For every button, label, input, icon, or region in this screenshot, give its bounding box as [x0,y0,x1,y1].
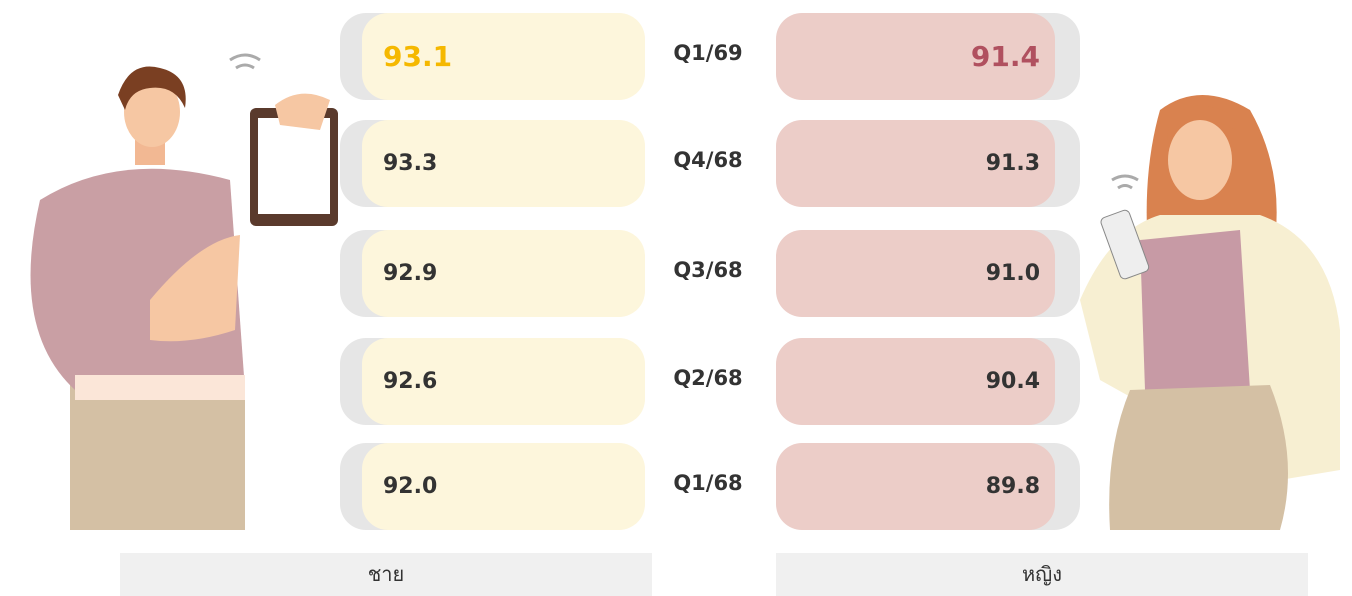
quarter-label: Q1/68 [673,471,743,495]
male-pill [362,230,645,317]
quarter-label: Q2/68 [673,366,743,390]
male-pill [362,443,645,530]
female-pill [776,120,1055,207]
female-value: 91.3 [985,151,1040,176]
female-value: 91.0 [985,261,1040,286]
man-illustration [30,53,338,530]
male-value: 92.9 [383,261,438,286]
female-pill [776,443,1055,530]
female-value: 91.4 [970,40,1040,73]
female-pill [776,13,1055,100]
male-pill [362,120,645,207]
female-legend: หญิง [776,553,1308,596]
quarter-label: Q3/68 [673,258,743,282]
male-value: 93.1 [383,40,453,73]
female-pill [776,230,1055,317]
female-pill [776,338,1055,425]
male-pill [362,13,645,100]
male-legend: ชาย [120,553,652,596]
quarter-label: Q4/68 [673,148,743,172]
quarter-label: Q1/69 [673,41,743,65]
male-pill [362,338,645,425]
male-value: 93.3 [383,151,438,176]
female-value: 89.8 [985,474,1040,499]
male-value: 92.0 [383,474,438,499]
woman-illustration [1080,95,1340,530]
male-value: 92.6 [383,369,438,394]
female-value: 90.4 [985,369,1040,394]
